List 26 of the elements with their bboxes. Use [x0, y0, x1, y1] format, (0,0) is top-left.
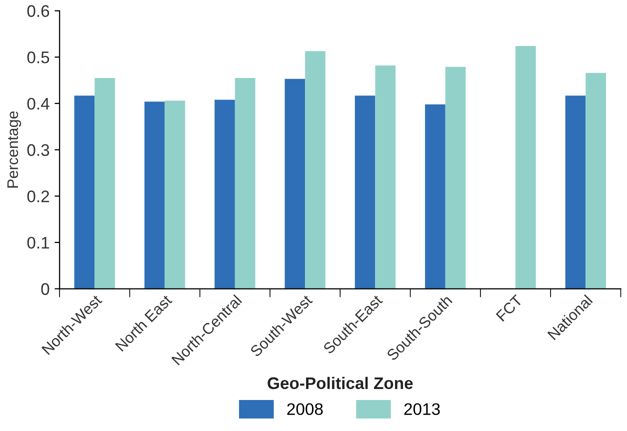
bar: [565, 96, 586, 289]
bar: [164, 100, 186, 289]
y-tick-label: 0.1: [27, 236, 50, 249]
y-tick-label: 0.3: [27, 144, 50, 156]
y-tick-label: 0.6: [27, 5, 50, 17]
legend-label: 2008: [287, 403, 323, 416]
bar: [94, 78, 115, 289]
bar: [284, 78, 306, 289]
bar: [375, 65, 396, 289]
bar: [214, 100, 235, 289]
y-axis-title: Percentage: [7, 111, 22, 188]
bar: [144, 102, 165, 289]
bar: [305, 51, 326, 289]
y-tick-label: 0.5: [27, 52, 50, 64]
bar: [354, 96, 376, 289]
bar: [74, 96, 95, 289]
legend-label: 2013: [404, 403, 440, 416]
bar: [516, 46, 536, 289]
bar: [234, 78, 256, 289]
y-tick-label: 0: [41, 283, 50, 295]
y-tick-label: 0.2: [27, 190, 50, 202]
bar: [445, 66, 466, 289]
x-axis-title: Geo-Political Zone: [268, 376, 413, 390]
bar: [425, 104, 446, 289]
y-tick-label: 0.4: [27, 98, 50, 110]
bar: [586, 72, 606, 289]
